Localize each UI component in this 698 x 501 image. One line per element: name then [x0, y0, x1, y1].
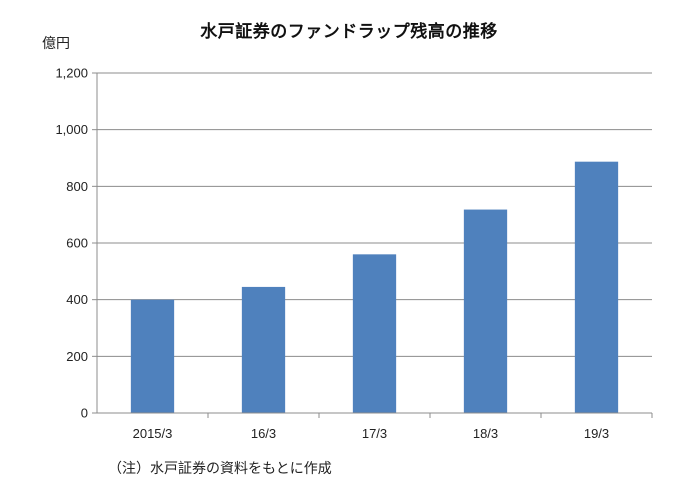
y-tick-label-0: 0 — [81, 406, 88, 421]
bars — [130, 161, 619, 413]
x-tick-label-17/3: 17/3 — [362, 426, 387, 441]
bar-17/3 — [352, 254, 397, 413]
bar-2015/3 — [130, 299, 175, 413]
x-tick-label-19/3: 19/3 — [584, 426, 609, 441]
bar-16/3 — [241, 286, 286, 413]
source-note: （注）水戸証券の資料をもとに作成 — [108, 461, 332, 477]
bar-19/3 — [574, 161, 619, 413]
y-tick-label-200: 200 — [66, 349, 88, 364]
chart-title: 水戸証券のファンドラップ残高の推移 — [200, 22, 498, 42]
y-tick-label-400: 400 — [66, 292, 88, 307]
x-tick-label-16/3: 16/3 — [251, 426, 276, 441]
tick-labels: 0 200 400 600 800 1,000 1,200 2015/3 16/3 17/3 18/… — [55, 66, 609, 442]
y-tick-label-1000: 1,000 — [55, 122, 88, 137]
bar-18/3 — [463, 209, 508, 413]
y-axis-unit-label: 億円 — [42, 36, 70, 52]
y-tick-label-600: 600 — [66, 236, 88, 251]
x-tick-label-18/3: 18/3 — [473, 426, 498, 441]
x-tick-label-2015/3: 2015/3 — [133, 426, 173, 441]
y-tick-label-1200: 1,200 — [55, 66, 88, 81]
y-tick-label-800: 800 — [66, 179, 88, 194]
axes — [92, 72, 653, 418]
